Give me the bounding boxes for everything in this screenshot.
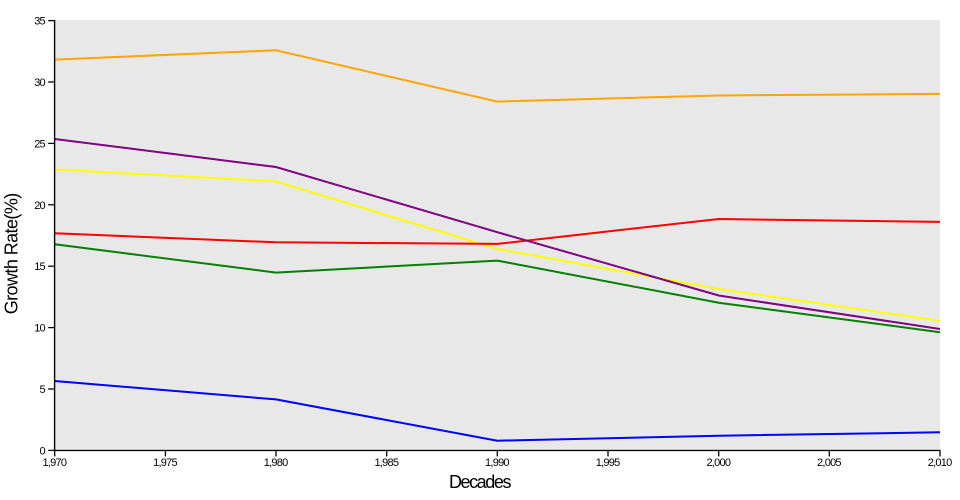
svg-text:35: 35: [34, 16, 45, 28]
svg-text:1,980: 1,980: [264, 457, 289, 469]
svg-text:5: 5: [39, 384, 45, 396]
svg-text:Decades: Decades: [449, 472, 512, 492]
svg-text:2,000: 2,000: [706, 457, 731, 469]
svg-text:1,995: 1,995: [596, 457, 621, 469]
svg-text:1,985: 1,985: [374, 457, 399, 469]
svg-text:1,990: 1,990: [485, 457, 510, 469]
svg-text:1,975: 1,975: [153, 457, 178, 469]
svg-text:2,010: 2,010: [928, 457, 953, 469]
svg-text:30: 30: [34, 77, 45, 89]
svg-text:20: 20: [34, 200, 45, 212]
svg-text:25: 25: [34, 138, 45, 150]
svg-text:10: 10: [34, 323, 45, 335]
svg-text:0: 0: [39, 445, 45, 457]
svg-text:2,005: 2,005: [817, 457, 842, 469]
svg-text:15: 15: [34, 261, 45, 273]
svg-text:Growth Rate(%): Growth Rate(%): [2, 193, 22, 315]
svg-text:1,970: 1,970: [42, 457, 66, 469]
